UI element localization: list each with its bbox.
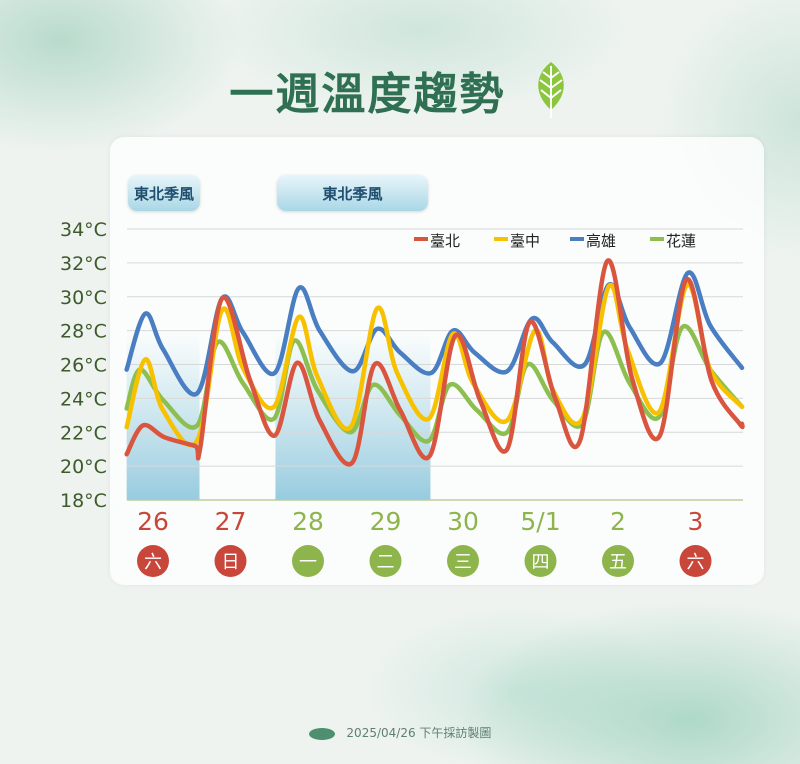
- y-tick-label: 32°C: [60, 253, 107, 275]
- weekday-label: 六: [144, 552, 162, 573]
- weekday-label: 五: [609, 552, 627, 573]
- monsoon-label-1: 東北季風: [128, 175, 200, 211]
- legend-label: 臺中: [510, 232, 540, 250]
- x-tick-label: 27: [215, 507, 247, 536]
- legend-swatch: [494, 237, 508, 241]
- x-tick-label: 26: [137, 507, 169, 536]
- y-tick-label: 28°C: [60, 321, 107, 343]
- y-tick-label: 26°C: [60, 355, 107, 377]
- legend-label: 高雄: [586, 232, 616, 250]
- legend-swatch: [414, 237, 428, 241]
- weekday-badge: [679, 545, 712, 577]
- footer: 2025/04/26 下午採訪製圖: [0, 724, 800, 741]
- y-tick-label: 18°C: [60, 490, 107, 512]
- monsoon-band: [126, 330, 200, 500]
- weekday-badge: [369, 545, 402, 577]
- weekday-badge: [214, 545, 247, 577]
- page-title: 一週溫度趨勢: [0, 58, 800, 122]
- monsoon-band: [275, 330, 431, 500]
- weekday-label: 一: [299, 552, 317, 573]
- legend-swatch: [650, 237, 664, 241]
- weekday-badge: [137, 545, 169, 577]
- x-tick-label: 3: [688, 507, 704, 536]
- leaf-icon: [537, 62, 564, 118]
- weekday-label: 三: [454, 552, 472, 573]
- x-tick-label: 29: [370, 507, 402, 536]
- weekday-badge: [292, 545, 324, 577]
- x-tick-label: 5/1: [520, 507, 560, 536]
- series-line-2: [124, 270, 745, 397]
- footer-text: 2025/04/26 下午採訪製圖: [346, 726, 492, 740]
- x-tick-label: 2: [610, 507, 626, 536]
- monsoon-label-2: 東北季風: [277, 175, 428, 211]
- y-tick-label: 20°C: [60, 456, 107, 478]
- weekday-badge: [524, 545, 557, 577]
- title-text: 一週溫度趨勢: [229, 69, 506, 120]
- weekday-badge: [447, 545, 479, 577]
- weekday-label: 二: [377, 552, 395, 573]
- y-tick-label: 24°C: [60, 388, 107, 410]
- logo-icon: [308, 727, 335, 740]
- series-line-0: [124, 258, 745, 467]
- y-tick-label: 30°C: [60, 287, 107, 309]
- y-tick-label: 22°C: [60, 422, 107, 444]
- legend-label: 臺北: [430, 232, 460, 250]
- x-tick-label: 28: [292, 507, 324, 536]
- legend-swatch: [570, 237, 584, 241]
- series-line-3: [124, 323, 745, 444]
- weekday-label: 四: [532, 552, 550, 573]
- weekday-label: 六: [687, 552, 705, 573]
- x-tick-label: 30: [447, 507, 479, 536]
- weekday-label: 日: [222, 552, 240, 573]
- weekday-badge: [602, 545, 634, 577]
- legend-label: 花蓮: [666, 232, 696, 250]
- y-tick-label: 34°C: [60, 219, 107, 241]
